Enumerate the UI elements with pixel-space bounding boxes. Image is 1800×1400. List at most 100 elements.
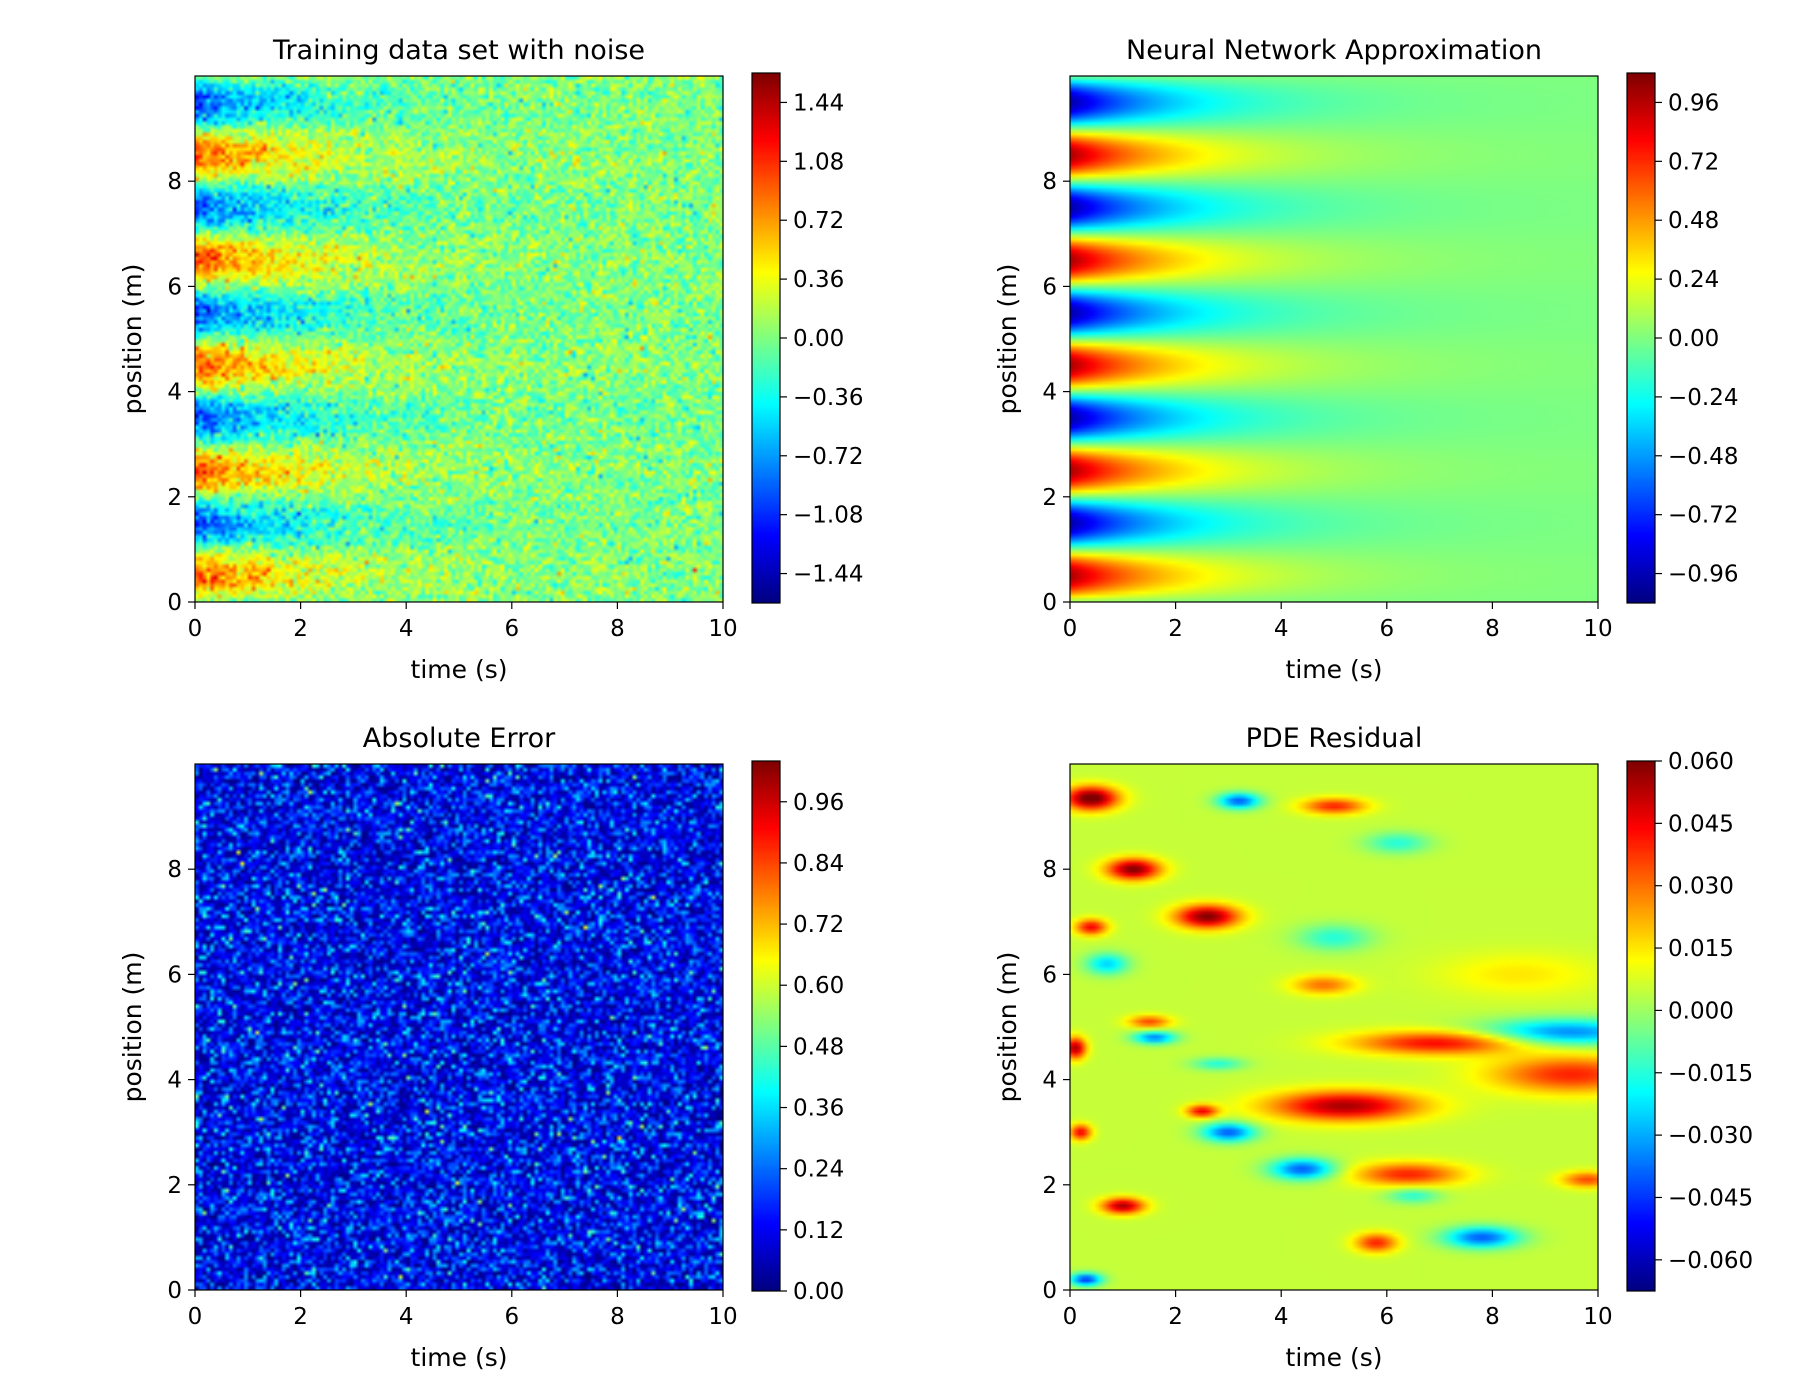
y-tick-label: 0: [1042, 590, 1057, 616]
y-tick-label: 4: [1042, 380, 1057, 406]
colorbar: −1.44 −1.08 −0.72 −0.36 0.00 0.36 0.72 1.08 1.44: [751, 72, 863, 604]
colorbar-tick-label: −0.030: [1668, 1123, 1753, 1149]
heatmap-error: [195, 764, 723, 1290]
colorbar-tick-label: 0.48: [793, 1034, 844, 1060]
axes-frame: [194, 75, 724, 603]
colorbar-tick-label: 0.00: [793, 1279, 844, 1305]
y-axis-label: position (m): [118, 952, 147, 1103]
axes-frame: [1069, 763, 1599, 1291]
x-tick-label: 0: [188, 1304, 203, 1330]
colorbar-tick-label: −0.72: [793, 444, 863, 470]
x-tick-label: 2: [293, 616, 308, 642]
colorbar-gradient: [1627, 761, 1655, 1291]
colorbar-tick-label: 0.72: [1668, 149, 1719, 175]
colorbar: 0.00 0.12 0.24 0.36 0.48 0.60 0.72 0.84 0.96: [751, 760, 844, 1305]
x-tick-label: 4: [399, 616, 414, 642]
colorbar-tick-label: 0.96: [793, 790, 844, 816]
heatmap-residual: [1070, 764, 1598, 1290]
x-tick-label: 6: [504, 616, 519, 642]
x-tick-label: 6: [1379, 1304, 1394, 1330]
y-tick-label: 4: [1042, 1068, 1057, 1094]
panel-residual: PDE Residual 0 2 4 6 8 10 0 2 4 6 8 time (s) position…: [993, 723, 1753, 1372]
colorbar-tick-label: −0.48: [1668, 444, 1738, 470]
y-tick-label: 2: [167, 485, 182, 511]
axes-frame: [194, 763, 724, 1291]
y-tick-label: 6: [1042, 962, 1057, 988]
panel-nn: Neural Network Approximation 0 2 4 6 8 10 0 2 4 6 8…: [993, 35, 1738, 684]
x-tick-label: 0: [188, 616, 203, 642]
colorbar-tick-label: 0.96: [1668, 90, 1719, 116]
colorbar-tick-label: 0.72: [793, 208, 844, 234]
y-tick-label: 4: [167, 380, 182, 406]
x-axis-label: time (s): [411, 1343, 508, 1372]
x-tick-label: 8: [1485, 1304, 1500, 1330]
colorbar-tick-label: 1.44: [793, 90, 844, 116]
colorbar-tick-label: −0.045: [1668, 1185, 1753, 1211]
colorbar-frame: [1626, 760, 1656, 1292]
y-tick-label: 4: [167, 1068, 182, 1094]
x-tick-label: 8: [610, 1304, 625, 1330]
colorbar-tick-label: −0.72: [1668, 503, 1738, 529]
axes-frame: [1069, 75, 1599, 603]
colorbar-tick-label: −0.015: [1668, 1061, 1753, 1087]
colorbar-tick-label: −1.44: [793, 562, 863, 588]
y-tick-label: 8: [167, 857, 182, 883]
y-tick-label: 2: [167, 1173, 182, 1199]
colorbar-tick-label: 0.00: [793, 326, 844, 352]
y-tick-label: 0: [167, 1278, 182, 1304]
colorbar-tick-label: 0.48: [1668, 208, 1719, 234]
x-tick-label: 10: [708, 616, 737, 642]
colorbar-tick-label: 0.000: [1668, 998, 1734, 1024]
colorbar-tick-label: −0.060: [1668, 1248, 1753, 1274]
x-tick-label: 8: [610, 616, 625, 642]
x-tick-label: 4: [1274, 616, 1289, 642]
colorbar-tick-label: 0.00: [1668, 326, 1719, 352]
y-tick-label: 0: [1042, 1278, 1057, 1304]
y-tick-label: 6: [1042, 274, 1057, 300]
colorbar-tick-label: 0.36: [793, 267, 844, 293]
x-tick-label: 6: [504, 1304, 519, 1330]
y-axis-label: position (m): [993, 952, 1022, 1103]
y-tick-label: 6: [167, 274, 182, 300]
colorbar-tick-label: 0.24: [793, 1157, 844, 1183]
colorbar-tick-label: 0.24: [1668, 267, 1719, 293]
x-tick-label: 2: [293, 1304, 308, 1330]
y-axis-label: position (m): [993, 264, 1022, 415]
colorbar-gradient: [1627, 73, 1655, 603]
y-tick-label: 2: [1042, 1173, 1057, 1199]
colorbar-tick-label: 0.12: [793, 1218, 844, 1244]
colorbar-tick-label: 1.08: [793, 149, 844, 175]
colorbar-tick-label: 0.015: [1668, 936, 1734, 962]
x-tick-label: 2: [1168, 616, 1183, 642]
x-tick-label: 2: [1168, 1304, 1183, 1330]
x-tick-label: 4: [399, 1304, 414, 1330]
y-tick-label: 8: [167, 169, 182, 195]
y-tick-label: 8: [1042, 857, 1057, 883]
chart-title: PDE Residual: [1246, 723, 1423, 754]
colorbar-tick-label: −1.08: [793, 503, 863, 529]
heatmap-nn: [1070, 76, 1598, 602]
y-tick-label: 8: [1042, 169, 1057, 195]
colorbar-tick-label: 0.045: [1668, 811, 1734, 837]
colorbar-tick-label: 0.72: [793, 912, 844, 938]
colorbar-gradient: [752, 73, 780, 603]
panel-training: Training data set with noise 0 2 4 6 8 10 0 2 4 6 8…: [118, 35, 863, 684]
panel-error: Absolute Error 0 2 4 6 8 10 0 2 4 6 8 time (s) positi…: [118, 723, 844, 1372]
x-axis-label: time (s): [411, 655, 508, 684]
colorbar-tick-label: 0.030: [1668, 874, 1734, 900]
y-tick-label: 0: [167, 590, 182, 616]
colorbar-tick-label: −0.24: [1668, 385, 1738, 411]
colorbar-tick-label: 0.36: [793, 1096, 844, 1122]
x-tick-label: 10: [1583, 1304, 1612, 1330]
x-axis-label: time (s): [1286, 655, 1383, 684]
heatmap-training: [195, 76, 723, 602]
y-axis-label: position (m): [118, 264, 147, 415]
y-tick-label: 2: [1042, 485, 1057, 511]
x-tick-label: 6: [1379, 616, 1394, 642]
colorbar: −0.060 −0.045 −0.030 −0.015 0.000 0.015 0.030 0…: [1626, 749, 1753, 1292]
colorbar: −0.96 −0.72 −0.48 −0.24 0.00 0.24 0.48 0.72 0.96: [1626, 72, 1738, 604]
chart-title: Neural Network Approximation: [1126, 35, 1542, 66]
x-axis-label: time (s): [1286, 1343, 1383, 1372]
colorbar-tick-label: −0.96: [1668, 562, 1738, 588]
